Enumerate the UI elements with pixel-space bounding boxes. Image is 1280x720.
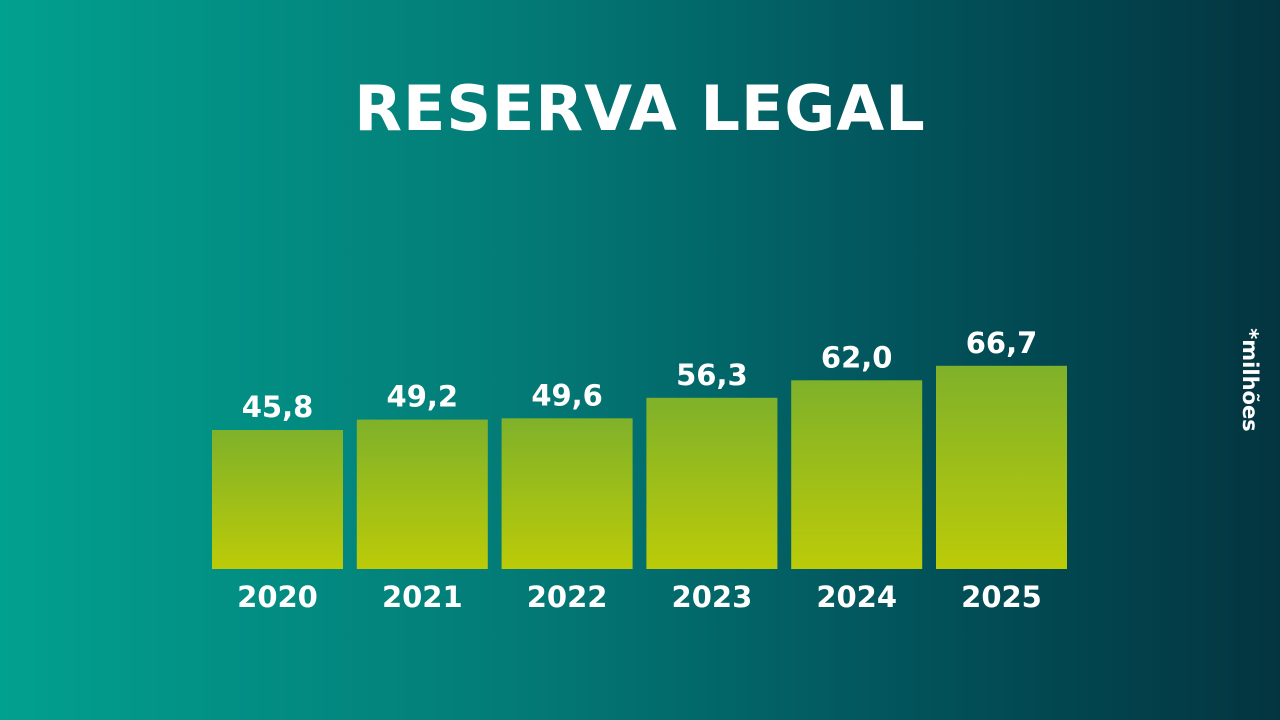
category-label-2023: 2023 [672, 580, 753, 614]
bar-2021 [356, 419, 488, 569]
value-label-2022: 49,6 [531, 378, 603, 412]
unit-note: *milhões [1238, 328, 1262, 432]
bar-2025 [936, 365, 1067, 569]
bar-2024 [791, 380, 923, 569]
category-label-2022: 2022 [527, 580, 608, 614]
value-label-2020: 45,8 [242, 390, 314, 424]
category-label-2021: 2021 [382, 580, 463, 614]
category-label-2025: 2025 [961, 580, 1042, 614]
bar-2020 [212, 430, 343, 569]
value-label-2021: 49,2 [387, 380, 459, 414]
value-label-2024: 62,0 [821, 340, 893, 374]
bars-group: 45,8 2020 49,2 2021 49,6 2022 56,3 2023 62,0 2024… [212, 326, 1067, 614]
chart-title: RESERVA LEGAL [354, 72, 926, 145]
bar-2022 [501, 418, 633, 569]
value-label-2023: 56,3 [676, 358, 748, 392]
bar-2023 [646, 397, 778, 569]
category-label-2024: 2024 [816, 580, 897, 614]
category-label-2020: 2020 [237, 580, 318, 614]
value-label-2025: 66,7 [966, 326, 1038, 360]
